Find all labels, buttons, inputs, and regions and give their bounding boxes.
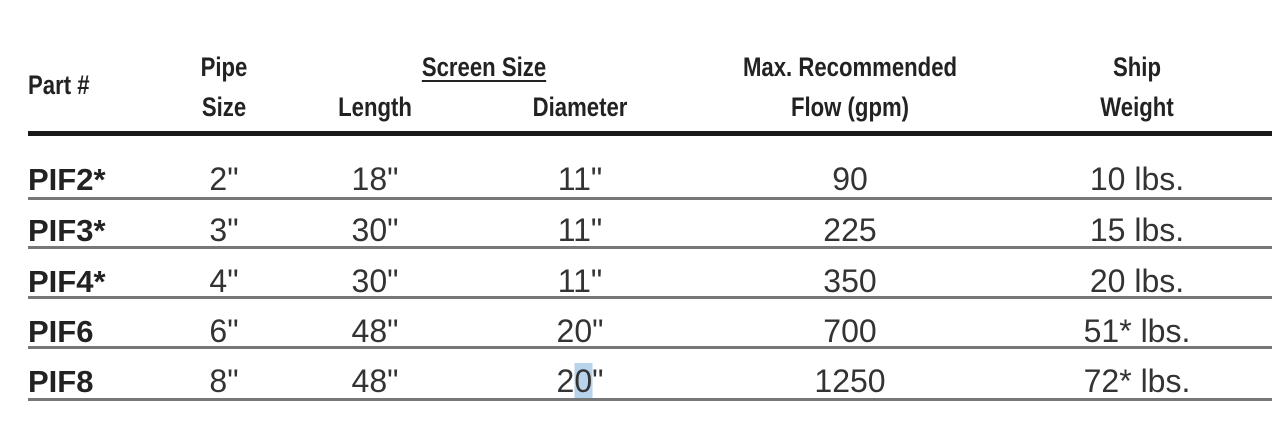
- header-diameter: Diameter: [532, 92, 628, 122]
- table-row: PIF2* 2" 18" 11" 90 10 lbs.: [0, 154, 1280, 204]
- header-divider: [28, 131, 1272, 136]
- table-row: PIF6 6" 48" 20" 700 51* lbs.: [0, 306, 1280, 356]
- cell-diameter[interactable]: 20": [556, 363, 604, 399]
- header-pipe-line2: Size: [201, 92, 247, 122]
- cell-length: 48": [351, 363, 399, 399]
- cell-diameter: 20": [556, 313, 604, 349]
- cell-weight: 15 lbs.: [1089, 212, 1185, 248]
- cell-diameter: 11": [557, 263, 603, 299]
- text-selection-highlight[interactable]: 0: [574, 363, 593, 399]
- header-flow-line1: Max. Recommended: [742, 52, 958, 82]
- cell-pipe: 8": [209, 363, 239, 399]
- row-divider: [28, 346, 1272, 349]
- cell-flow: 350: [823, 263, 877, 299]
- cell-part: PIF4*: [28, 264, 106, 299]
- cell-flow: 1250: [814, 363, 886, 399]
- cell-pipe: 6": [209, 313, 239, 349]
- cell-pipe: 4": [209, 263, 239, 299]
- header-part: Part #: [28, 70, 90, 100]
- cell-part: PIF8: [28, 364, 94, 399]
- cell-length: 30": [351, 212, 399, 248]
- cell-weight: 72* lbs.: [1083, 363, 1191, 399]
- cell-diameter: 11": [557, 161, 603, 197]
- cell-length: 18": [351, 161, 399, 197]
- header-weight-line1: Ship: [1113, 52, 1161, 82]
- cell-weight: 20 lbs.: [1089, 263, 1185, 299]
- header-pipe-line1: Pipe: [200, 52, 248, 82]
- header-weight-line2: Weight: [1100, 92, 1174, 122]
- row-divider: [28, 197, 1272, 200]
- cell-flow: 225: [823, 212, 877, 248]
- cell-pipe: 2": [209, 161, 239, 197]
- header-flow-line2: Flow (gpm): [790, 92, 910, 122]
- cell-length: 48": [351, 313, 399, 349]
- header-length: Length: [338, 92, 412, 122]
- table-row: PIF8 8" 48" 20" 1250 72* lbs.: [0, 356, 1280, 406]
- cell-flow: 90: [832, 161, 868, 197]
- cell-length: 30": [351, 263, 399, 299]
- cell-flow: 700: [823, 313, 877, 349]
- table-row: PIF3* 3" 30" 11" 225 15 lbs.: [0, 205, 1280, 255]
- row-divider: [28, 246, 1272, 249]
- cell-part: PIF6: [28, 314, 94, 349]
- cell-diameter: 11": [557, 212, 603, 248]
- diameter-text: ": [592, 363, 604, 399]
- cell-part: PIF2*: [28, 162, 106, 197]
- row-divider: [28, 296, 1272, 299]
- header-screen-size: Screen Size: [421, 52, 547, 82]
- cell-weight: 51* lbs.: [1083, 313, 1191, 349]
- cell-pipe: 3": [209, 212, 239, 248]
- table-bottom-rule: [28, 398, 1272, 401]
- cell-part: PIF3*: [28, 213, 106, 248]
- diameter-text: 2: [556, 363, 575, 399]
- table-row: PIF4* 4" 30" 11" 350 20 lbs.: [0, 256, 1280, 306]
- cell-weight: 10 lbs.: [1089, 161, 1185, 197]
